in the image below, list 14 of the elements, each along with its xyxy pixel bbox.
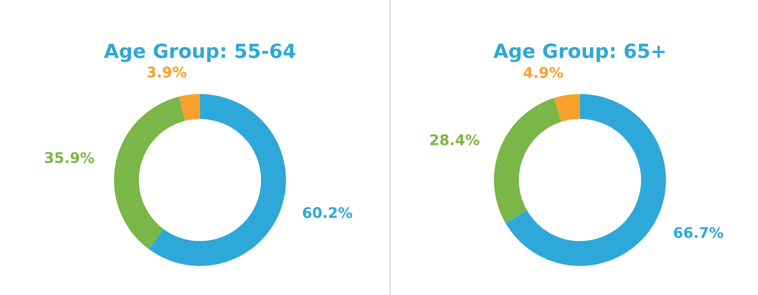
data-label: 35.9%	[44, 152, 94, 164]
donut-slice	[114, 96, 186, 249]
donut-slice	[554, 94, 580, 122]
data-label: 28.4%	[430, 134, 480, 146]
data-label: 66.7%	[674, 227, 724, 238]
data-label: 3.9%	[147, 66, 186, 78]
donut-slice	[505, 94, 666, 266]
donut-slice	[494, 98, 562, 223]
chart-title: Age Group: 65+	[493, 44, 665, 62]
data-label: 60.2%	[302, 207, 352, 218]
chart-title: Age Group: 55-64	[104, 44, 296, 62]
donut-slice	[148, 94, 286, 266]
donut-slice	[179, 94, 200, 121]
data-label: 4.9%	[524, 66, 564, 78]
